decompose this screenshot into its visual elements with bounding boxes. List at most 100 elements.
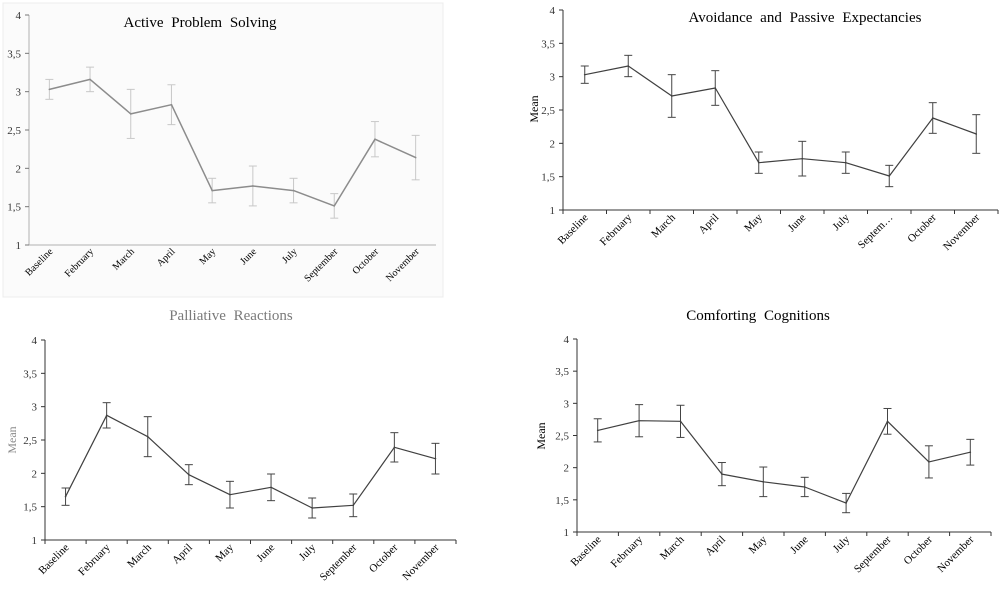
data-point [845,502,847,504]
data-point [89,78,91,81]
chart-title: Comforting Cognitions [686,308,830,324]
series-line [597,420,971,504]
y-axis-label: Mean [527,95,541,122]
y-tick-label: 1,5 [23,502,37,514]
data-point [252,185,254,187]
y-tick-label: 3 [550,72,556,84]
x-tick-label: May [213,541,236,564]
x-tick-label: April [170,542,195,567]
y-tick-label: 2 [32,468,38,480]
y-tick-label: 2,5 [555,431,569,443]
x-tick-label: July [831,533,853,555]
y-tick-label: 3 [564,398,570,410]
data-point [803,486,806,488]
x-tick-label: October [367,541,401,575]
x-tick-label: April [703,534,728,559]
y-tick-label: 3,5 [7,48,21,60]
data-point [886,420,889,423]
x-tick-label: October [905,211,939,245]
x-tick-label: March [125,541,154,570]
data-point [292,189,295,192]
series-line [64,414,436,509]
chart-avoidance-passive-expectancies: Avoidance and Passive Expectancies Mean … [527,5,999,253]
x-tick-label: November [935,533,977,575]
data-point [931,117,934,119]
data-point [48,88,51,91]
data-point [105,414,108,417]
x-tick-label: June [786,212,809,235]
y-tick-label: 3,5 [541,38,555,50]
data-point [969,451,972,454]
x-tick-label: July [830,211,852,233]
y-tick-label: 2,5 [541,105,555,117]
x-tick-label: February [76,541,113,578]
y-tick-label: 2 [550,138,556,150]
x-tick-label: February [609,533,646,570]
y-tick-label: 3 [16,87,22,99]
y-axis-label: Mean [5,426,19,453]
x-tick-label: September [852,533,894,575]
y-tick-label: 3,5 [555,366,569,378]
data-point [638,419,640,422]
x-tick-label: September [318,541,360,583]
data-point [627,65,630,67]
data-point [801,157,804,160]
data-point [757,161,760,164]
x-tick-label: Baseline [569,534,604,569]
x-tick-label: May [747,533,770,556]
x-tick-label: October [901,533,935,567]
y-tick-label: 3 [32,402,38,414]
chart-comforting-cognitions: Comforting Cognitions Mean 1 1,5 2 2,5 3 3,5 4… [534,308,992,575]
x-tick-label: May [742,211,765,234]
x-tick-label: June [254,542,277,565]
data-point [311,507,313,509]
series-line [49,78,417,207]
data-point [928,461,930,463]
chart-title: Active Problem Solving [124,15,277,31]
data-point [352,504,355,507]
y-tick-label: 2,5 [23,435,37,447]
x-tick-label: July [297,541,319,563]
data-point [211,189,213,192]
chart-1-background [2,2,444,298]
data-point [414,156,417,159]
data-point [229,493,231,496]
y-axis-label: Mean [534,422,548,449]
series-line [584,65,977,177]
y-tick-label: 4 [32,335,38,347]
data-point [393,446,396,449]
x-tick-label: Baseline [36,542,71,577]
y-tick-label: 2,5 [7,125,21,137]
x-tick-label: April [696,212,721,237]
data-point [844,161,847,164]
data-point [170,103,173,106]
chart-title: Palliative Reactions [169,308,293,324]
data-point [583,73,586,76]
data-point [270,486,272,489]
data-point [762,481,765,483]
y-tick-label: 2 [564,463,570,475]
x-tick-label: March [658,533,687,562]
data-point [721,473,723,475]
x-tick-label: March [649,211,678,240]
data-point [333,205,336,207]
y-tick-label: 4 [564,334,570,346]
data-point [679,420,682,423]
chart-palliative-reactions: Palliative Reactions Mean 1 1,5 2 2,5 3 3,5 4 B… [5,308,457,583]
chart-title: Avoidance and Passive Expectancies [689,10,922,26]
data-point [146,435,149,438]
data-point [188,473,190,476]
x-tick-label: February [598,211,635,248]
x-tick-label: Baseline [556,212,591,247]
y-tick-label: 1 [564,527,570,539]
y-tick-label: 2 [16,163,22,175]
x-tick-label: June [788,534,811,557]
data-point [670,95,673,97]
data-point [434,457,437,460]
data-point [888,175,891,177]
y-tick-label: 1 [550,205,556,217]
data-point [129,113,132,115]
y-tick-label: 4 [550,5,556,17]
data-point [714,87,717,89]
